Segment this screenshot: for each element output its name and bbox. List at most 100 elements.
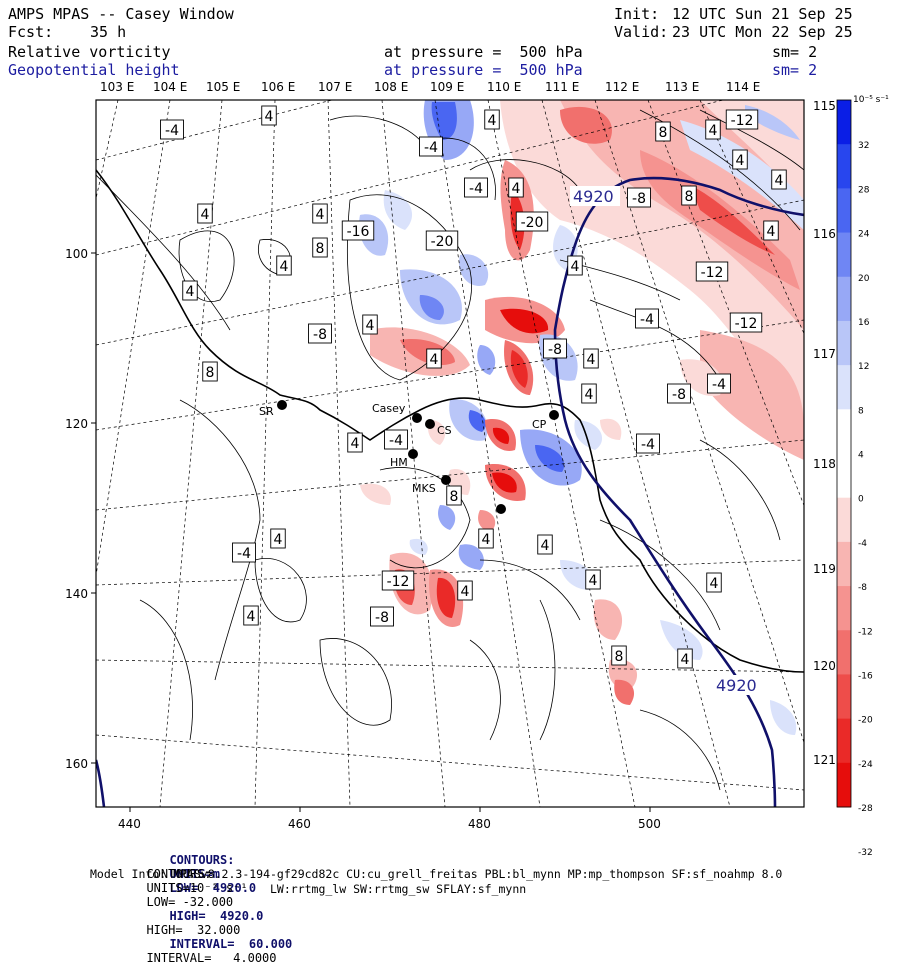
vorticity-label-text: 4 [681,652,690,668]
station-marker-hm[interactable] [408,449,418,459]
y-tick-label: 120 [65,417,88,431]
colorbar-swatch [837,718,851,764]
vorticity-label: 4 [581,383,597,404]
colorbar-tick-label: -16 [858,671,873,681]
lon-label: 114 E [726,80,760,94]
vorticity-label-text: 8 [685,189,694,205]
vorticity-label: 4 [347,432,363,453]
vorticity-label: 4 [585,569,601,590]
field1-smoothing: sm= 2 [772,43,818,61]
station-label: SR [259,405,274,418]
contours-low: LOW= 4920.0 [169,881,257,895]
colorbar-tick-label: 20 [858,274,870,284]
vorticity-label: 8 [312,237,328,258]
station-marker-sr[interactable] [277,400,287,410]
colorbar-tick-label: 8 [858,406,864,416]
vorticity-label: 4 [312,203,328,224]
vorticity-label-text: 8 [615,649,624,665]
vorticity-label: -4 [160,119,184,140]
physics-info: LW:rrtmg_lw SW:rrtmg_sw SFLAY:sf_mynn [270,882,527,896]
colorbar-swatch [837,276,851,322]
station-marker-mks[interactable] [441,475,451,485]
vorticity-label-text: 4 [316,207,325,223]
lon-label: 105 E [206,80,240,94]
vorticity-label: 4 [763,220,779,241]
colorbar-swatch [837,541,851,587]
vorticity-label: 4 [478,528,494,549]
colorbar-swatch [837,586,851,631]
colorbar-unit: 10⁻⁵ s⁻¹ [853,95,889,105]
axis-ticks [91,252,651,812]
field2-name: Geopotential height [8,61,180,79]
colorbar-tick-label: 32 [858,141,869,151]
longitude-labels: 103 E 104 E 105 E 106 E 107 E 108 E 109 … [100,80,760,94]
vorticity-label-text: -8 [632,191,646,207]
height-contour-labels: 4920 4920 [570,186,763,695]
station-marker-cs[interactable] [425,419,435,429]
vorticity-label-text: 4 [571,259,580,275]
vorticity-label-text: -20 [521,215,544,231]
vorticity-label-text: -12 [735,316,758,332]
colorbar-swatch [837,365,851,410]
vorticity-label: 4 [705,119,721,140]
vorticity-label: 4 [270,528,286,549]
colorbar-swatch [837,100,851,145]
colorbar-swatch [837,232,851,278]
lon-label: 106 E [261,80,295,94]
vorticity-label: 4 [362,314,378,335]
vorticity-label-text: -16 [347,224,370,240]
vorticity-label-text: 4 [482,532,491,548]
vorticity-label: -16 [341,220,375,241]
vorticity-label-text: -4 [165,123,179,139]
colorbar-tick-label: -4 [858,539,867,549]
station-marker-6[interactable] [496,504,506,514]
colorbar-swatch [837,320,851,366]
vorticity-label-text: 4 [430,352,439,368]
colorbar-swatch [837,630,851,675]
vorticity-label-text: 4 [366,318,375,334]
vorticity-label-text: -12 [731,113,754,129]
vorticity-label-text: 4 [274,532,283,548]
vorticity-label: -4 [232,542,256,563]
vorticity-label: -20 [515,211,549,232]
vorticity-label: -8 [370,606,394,627]
graticule [96,100,804,807]
vorticity-label-text: -4 [389,433,403,449]
vorticity-label-text: -4 [641,437,655,453]
vorticity-label-text: -4 [712,377,726,393]
lon-label: 103 E [100,80,134,94]
vorticity-label: -4 [384,429,408,450]
vorticity-label-text: 4 [351,436,360,452]
vorticity-label-text: 4 [775,173,784,189]
station-marker-casey[interactable] [412,413,422,423]
contours-label: CONTOURS: [169,853,235,867]
vorticity-label: 4 [243,605,259,626]
height-label: 4920 [573,187,614,206]
station-label: MKS [412,482,436,495]
colorbar-tick-label: -20 [858,716,873,726]
vorticity-label-text: -4 [640,312,654,328]
vorticity-label: -4 [419,136,443,157]
vorticity-label: -12 [381,570,415,591]
lon-label: 108 E [374,80,408,94]
lon-label: 104 E [153,80,187,94]
vorticity-label-text: 4 [186,284,195,300]
station-marker-cp[interactable] [549,410,559,420]
lon-label: 107 E [318,80,352,94]
colorbar-swatch [837,453,851,499]
vorticity-label: 4 [706,572,722,593]
colorbar-tick-label: 12 [858,362,869,372]
contours-interval: INTERVAL= 4.0000 [146,951,277,965]
lon-label: 113 E [665,80,699,94]
vorticity-label: 4 [583,348,599,369]
colorbar-swatch [837,144,851,189]
vorticity-label: 8 [611,645,627,666]
height-label: 4920 [716,676,757,695]
y-tick-label: 140 [65,587,88,601]
vorticity-label: 4 [426,348,442,369]
vorticity-label-text: 8 [316,241,325,257]
vorticity-label-text: 4 [247,609,256,625]
init-time: 12 UTC Sun 21 Sep 25 [672,5,853,23]
vorticity-label-text: 4 [280,259,289,275]
vorticity-label-text: 4 [709,123,718,139]
